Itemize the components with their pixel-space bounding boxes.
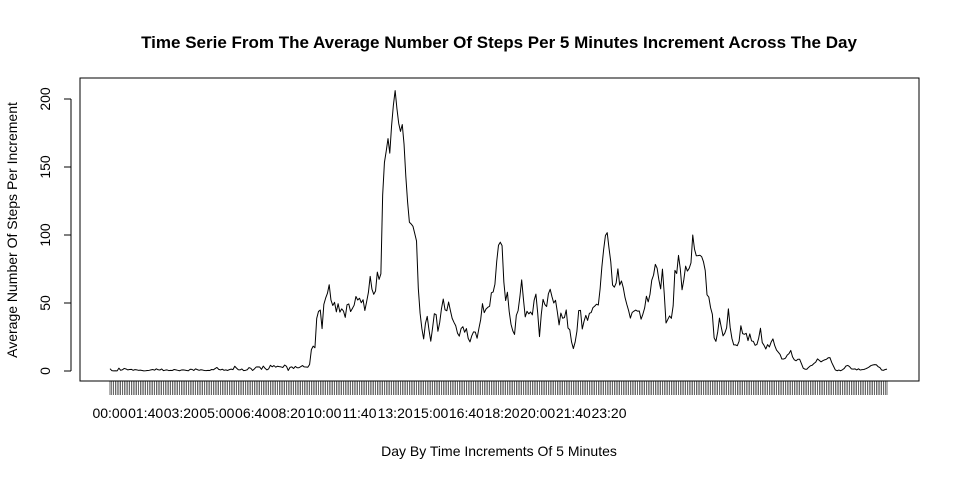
x-tick-label: 15:00 [413,405,448,421]
x-tick-label: 10:00 [306,405,341,421]
x-tick-label: 06:40 [235,405,270,421]
y-tick-label: 100 [37,223,53,247]
x-tick-label: 16:40 [449,405,484,421]
x-tick-label: 03:20 [164,405,199,421]
x-tick-label: 18:20 [485,405,520,421]
y-axis: 0 50 100 150 200 [37,87,72,375]
series-layer [109,90,888,372]
series-line [109,90,888,372]
y-tick-label: 50 [37,295,53,311]
x-axis: 00:00 01:40 03:20 05:00 06:40 08:20 10:00 11:40… [92,380,888,421]
y-tick-label: 200 [37,87,53,111]
x-tick-label: 08:20 [271,405,306,421]
x-tick-label: 13:20 [378,405,413,421]
x-tick-label: 00:00 [92,405,127,421]
y-tick-label: 0 [37,367,53,375]
y-tick-label: 150 [37,155,53,179]
plot-area-frame [79,77,920,382]
x-tick-label: 11:40 [342,405,376,421]
x-axis-label: Day By Time Increments Of 5 Minutes [381,443,617,459]
x-tick-label: 20:00 [520,405,555,421]
chart-title: Time Serie From The Average Number Of St… [141,33,857,52]
x-tick-label: 05:00 [199,405,234,421]
x-tick-label: 21:40 [556,405,591,421]
x-tick-label: 23:20 [591,405,626,421]
x-tick-label: 01:40 [128,405,163,421]
y-axis-label: Average Number Of Steps Per Increment [4,102,20,358]
